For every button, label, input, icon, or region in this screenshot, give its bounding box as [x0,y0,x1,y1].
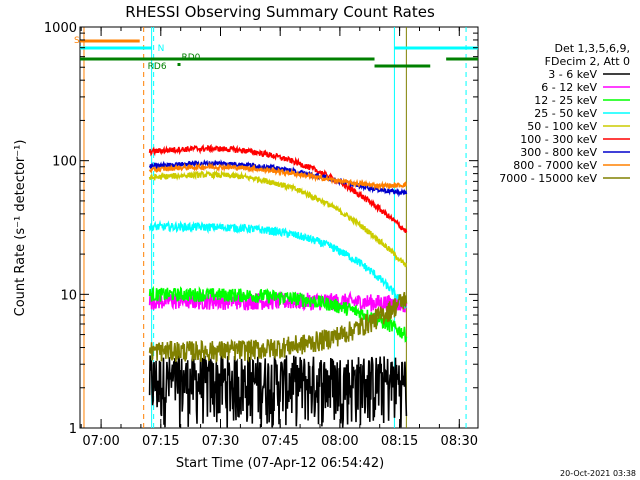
legend-label-3: 25 - 50 keV [534,107,597,120]
chart-marks: S N RD0 RD6 1 10 100 1000 07:00 07:15 07:30 07:45 08… [44,21,479,449]
legend-label-4: 50 - 100 keV [527,120,597,133]
legend-label-2: 12 - 25 keV [534,94,597,107]
flag-label-n: N [158,44,165,54]
legend-label-6: 300 - 800 keV [520,146,597,159]
y-tick-label-3: 1000 [44,21,77,36]
legend-label-8: 7000 - 15000 keV [499,172,597,185]
series-line-8 [148,291,408,364]
x-tick-label-0: 07:00 [82,434,119,449]
series-line-7 [148,161,407,191]
x-axis-label: Start Time (07-Apr-12 06:54:42) [176,456,384,471]
legend-label-1: 6 - 12 keV [541,81,597,94]
series-line-5 [148,143,408,234]
x-tick-label-1: 07:15 [142,434,179,449]
chart-title: RHESSI Observing Summary Count Rates [125,3,435,21]
legend-header-line-2: FDecim 2, Att 0 [545,55,630,68]
plot-frame [79,26,479,429]
legend: Det 1,3,5,6,9, FDecim 2, Att 0 3 - 6 keV… [499,42,630,185]
timestamp: 20-Oct-2021 03:38 [560,469,636,478]
x-tick-label-4: 08:00 [321,434,358,449]
series-line-2 [148,285,408,343]
y-axis-label-group: Count Rate (s⁻¹ detector⁻¹) [13,140,28,317]
y-tick-label-2: 100 [52,155,77,170]
legend-header-line-1: Det 1,3,5,6,9, [554,42,630,55]
y-axis-label: Count Rate (s⁻¹ detector⁻¹) [13,140,28,317]
flag-label-s: S [74,36,80,46]
series-line-4 [148,169,407,268]
flag-label-rd0: RD0 [181,53,200,63]
legend-label-7: 800 - 7000 keV [513,159,597,172]
x-tick-label-3: 07:45 [261,434,298,449]
flag-label-rd6: RD6 [148,62,167,72]
flag-mark-rd6 [177,63,181,66]
series-line-3 [148,219,408,310]
y-tick-label-1: 10 [60,288,77,303]
x-tick-label-2: 07:30 [202,434,239,449]
x-tick-label-6: 08:30 [441,434,478,449]
legend-label-0: 3 - 6 keV [548,68,597,81]
x-tick-label-5: 08:15 [381,434,418,449]
y-tick-label-0: 1 [69,422,77,437]
legend-label-5: 100 - 300 keV [520,133,597,146]
